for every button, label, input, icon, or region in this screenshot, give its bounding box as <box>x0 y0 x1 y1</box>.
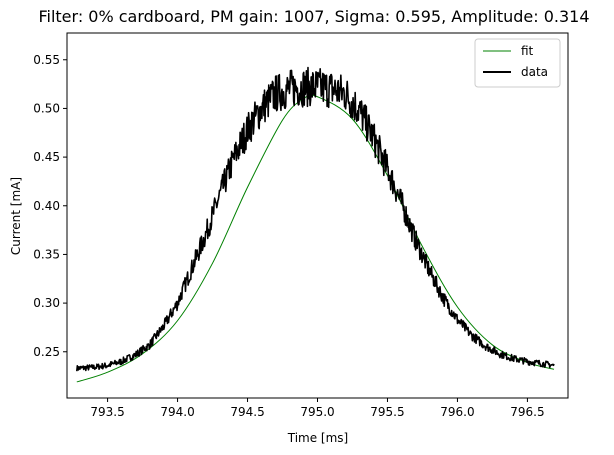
y-tick-label: 0.55 <box>33 53 60 67</box>
y-tick-label: 0.45 <box>33 150 60 164</box>
x-tick-label: 793.5 <box>90 405 124 419</box>
y-axis-label: Current [mA] <box>9 177 23 255</box>
x-axis-ticks: 793.5 794.0 794.5 795.0 795.5 796.0 796.5 <box>90 398 545 419</box>
plot-area <box>76 66 555 383</box>
y-axis-ticks: 0.25 0.30 0.35 0.40 0.45 0.50 0.55 <box>33 53 67 359</box>
y-tick-label: 0.40 <box>33 199 60 213</box>
y-tick-label: 0.50 <box>33 101 60 115</box>
y-tick-label: 0.25 <box>33 345 60 359</box>
x-axis-label: Time [ms] <box>287 431 349 445</box>
legend: fit data <box>474 38 561 88</box>
x-tick-label: 794.5 <box>230 405 264 419</box>
chart-title: Filter: 0% cardboard, PM gain: 1007, Sig… <box>38 7 589 26</box>
x-tick-label: 795.5 <box>370 405 404 419</box>
x-tick-label: 795.0 <box>300 405 334 419</box>
legend-box <box>474 38 561 88</box>
x-tick-label: 794.0 <box>160 405 194 419</box>
data-series-layer <box>76 66 555 372</box>
x-tick-label: 796.0 <box>440 405 474 419</box>
y-tick-label: 0.35 <box>33 247 60 261</box>
legend-data-label: data <box>521 65 548 79</box>
y-tick-label: 0.30 <box>33 296 60 310</box>
legend-fit-label: fit <box>521 44 534 58</box>
x-tick-label: 796.5 <box>510 405 544 419</box>
data-line <box>76 66 555 372</box>
